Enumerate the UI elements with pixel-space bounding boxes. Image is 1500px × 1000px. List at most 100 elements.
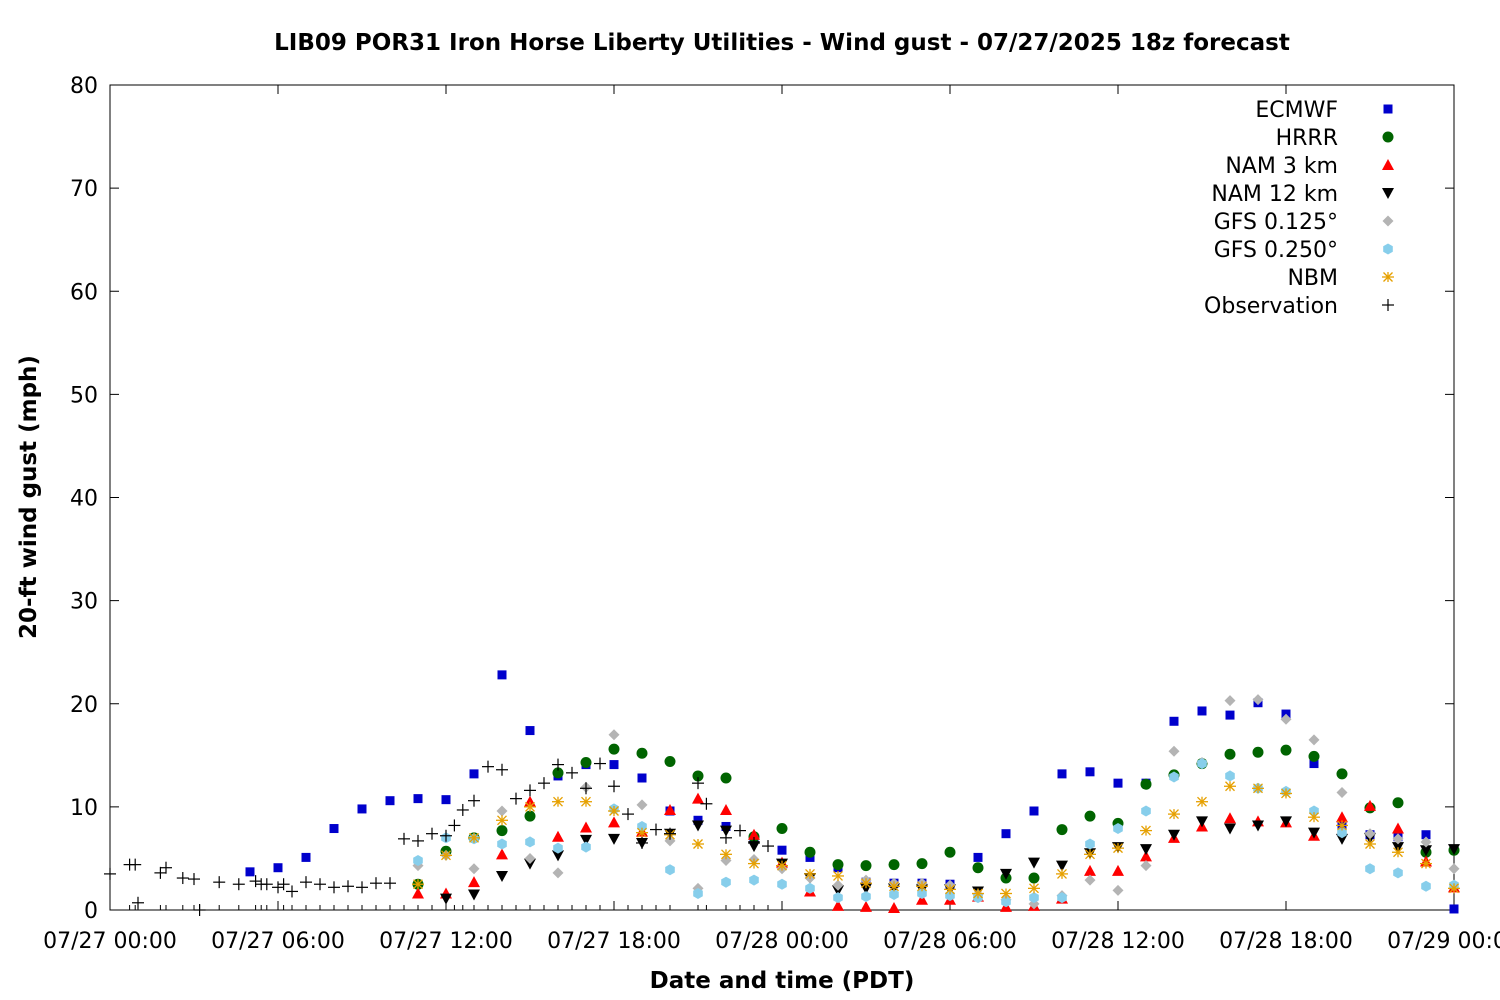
- data-point: [1448, 844, 1460, 856]
- data-point: [524, 852, 536, 864]
- data-point: [1113, 823, 1123, 834]
- data-point: [1420, 858, 1432, 869]
- y-tick-label: 40: [70, 487, 98, 512]
- legend-label: GFS 0.250°: [1214, 238, 1338, 263]
- data-point: [249, 875, 262, 888]
- data-point: [456, 803, 469, 816]
- data-point: [448, 819, 461, 832]
- y-tick-label: 20: [70, 693, 98, 718]
- data-point: [525, 836, 535, 848]
- data-point: [692, 777, 704, 790]
- data-point: [538, 777, 550, 790]
- data-point: [1364, 839, 1376, 849]
- data-point: [832, 879, 844, 891]
- data-point: [385, 796, 395, 806]
- data-point: [496, 848, 508, 860]
- data-point: [1392, 797, 1404, 809]
- data-point: [496, 870, 508, 882]
- legend-label: NAM 12 km: [1211, 182, 1338, 207]
- data-point: [1056, 868, 1068, 879]
- data-point: [832, 859, 844, 871]
- data-point: [1336, 833, 1348, 845]
- data-point: [440, 829, 452, 842]
- data-point: [1197, 758, 1207, 770]
- data-point: [497, 670, 507, 680]
- data-point: [916, 881, 928, 892]
- data-point: [734, 824, 746, 837]
- data-point: [398, 832, 410, 845]
- legend-marker: [1382, 131, 1394, 143]
- y-tick-label: 0: [84, 899, 98, 924]
- data-point: [1028, 857, 1040, 869]
- data-point: [888, 859, 900, 871]
- data-point: [426, 827, 438, 840]
- data-point: [553, 842, 563, 854]
- data-point: [860, 878, 872, 889]
- data-point: [1308, 734, 1320, 746]
- data-point: [888, 881, 900, 892]
- data-point: [776, 860, 788, 871]
- data-point: [440, 893, 452, 905]
- data-point: [1252, 694, 1264, 706]
- data-point: [1001, 829, 1011, 839]
- data-point: [329, 824, 339, 834]
- data-point: [1224, 781, 1236, 792]
- data-point: [608, 833, 620, 845]
- data-point: [777, 845, 787, 855]
- data-point: [1085, 838, 1095, 850]
- data-point: [608, 816, 620, 828]
- data-point: [973, 852, 983, 862]
- plot-area: [109, 84, 1455, 911]
- data-point: [552, 867, 564, 879]
- data-point: [314, 878, 326, 891]
- data-point: [193, 904, 206, 916]
- data-point: [888, 901, 900, 913]
- data-point: [1224, 823, 1236, 835]
- legend-label: NBM: [1287, 266, 1338, 291]
- y-tick-label: 60: [70, 280, 98, 305]
- data-point: [1308, 827, 1320, 839]
- data-point: [692, 820, 704, 832]
- data-point: [1112, 864, 1124, 876]
- data-point: [1112, 843, 1124, 854]
- data-point: [664, 827, 676, 840]
- data-point: [1448, 883, 1460, 894]
- data-point: [594, 757, 606, 770]
- data-point: [889, 889, 899, 900]
- data-point: [245, 867, 255, 877]
- data-point: [260, 878, 273, 891]
- x-tick-label: 07/27 00:00: [43, 929, 177, 954]
- data-point: [357, 804, 367, 814]
- data-point: [692, 839, 704, 849]
- data-point: [917, 888, 927, 899]
- data-point: [1113, 778, 1123, 788]
- data-point: [1364, 828, 1376, 840]
- data-point: [510, 792, 522, 805]
- data-point: [1336, 786, 1348, 798]
- data-point: [700, 797, 713, 810]
- data-point: [132, 896, 144, 909]
- data-point: [129, 858, 142, 871]
- data-point: [1168, 809, 1180, 820]
- data-point: [1140, 825, 1152, 836]
- data-point: [762, 840, 774, 853]
- data-point: [693, 888, 703, 899]
- data-point: [1197, 706, 1207, 716]
- data-point: [748, 828, 760, 840]
- data-point: [525, 726, 535, 736]
- data-point: [552, 830, 564, 842]
- data-point: [748, 858, 760, 869]
- data-point: [277, 878, 290, 891]
- legend-label: ECMWF: [1255, 98, 1338, 123]
- data-point: [552, 850, 564, 862]
- data-point: [497, 838, 507, 850]
- data-point: [622, 808, 634, 821]
- data-point: [608, 806, 620, 816]
- data-point: [1056, 860, 1068, 872]
- data-point: [1084, 810, 1096, 822]
- y-tick-label: 70: [70, 177, 98, 202]
- y-tick-label: 10: [70, 796, 98, 821]
- data-point: [384, 877, 396, 890]
- data-point: [1224, 748, 1236, 760]
